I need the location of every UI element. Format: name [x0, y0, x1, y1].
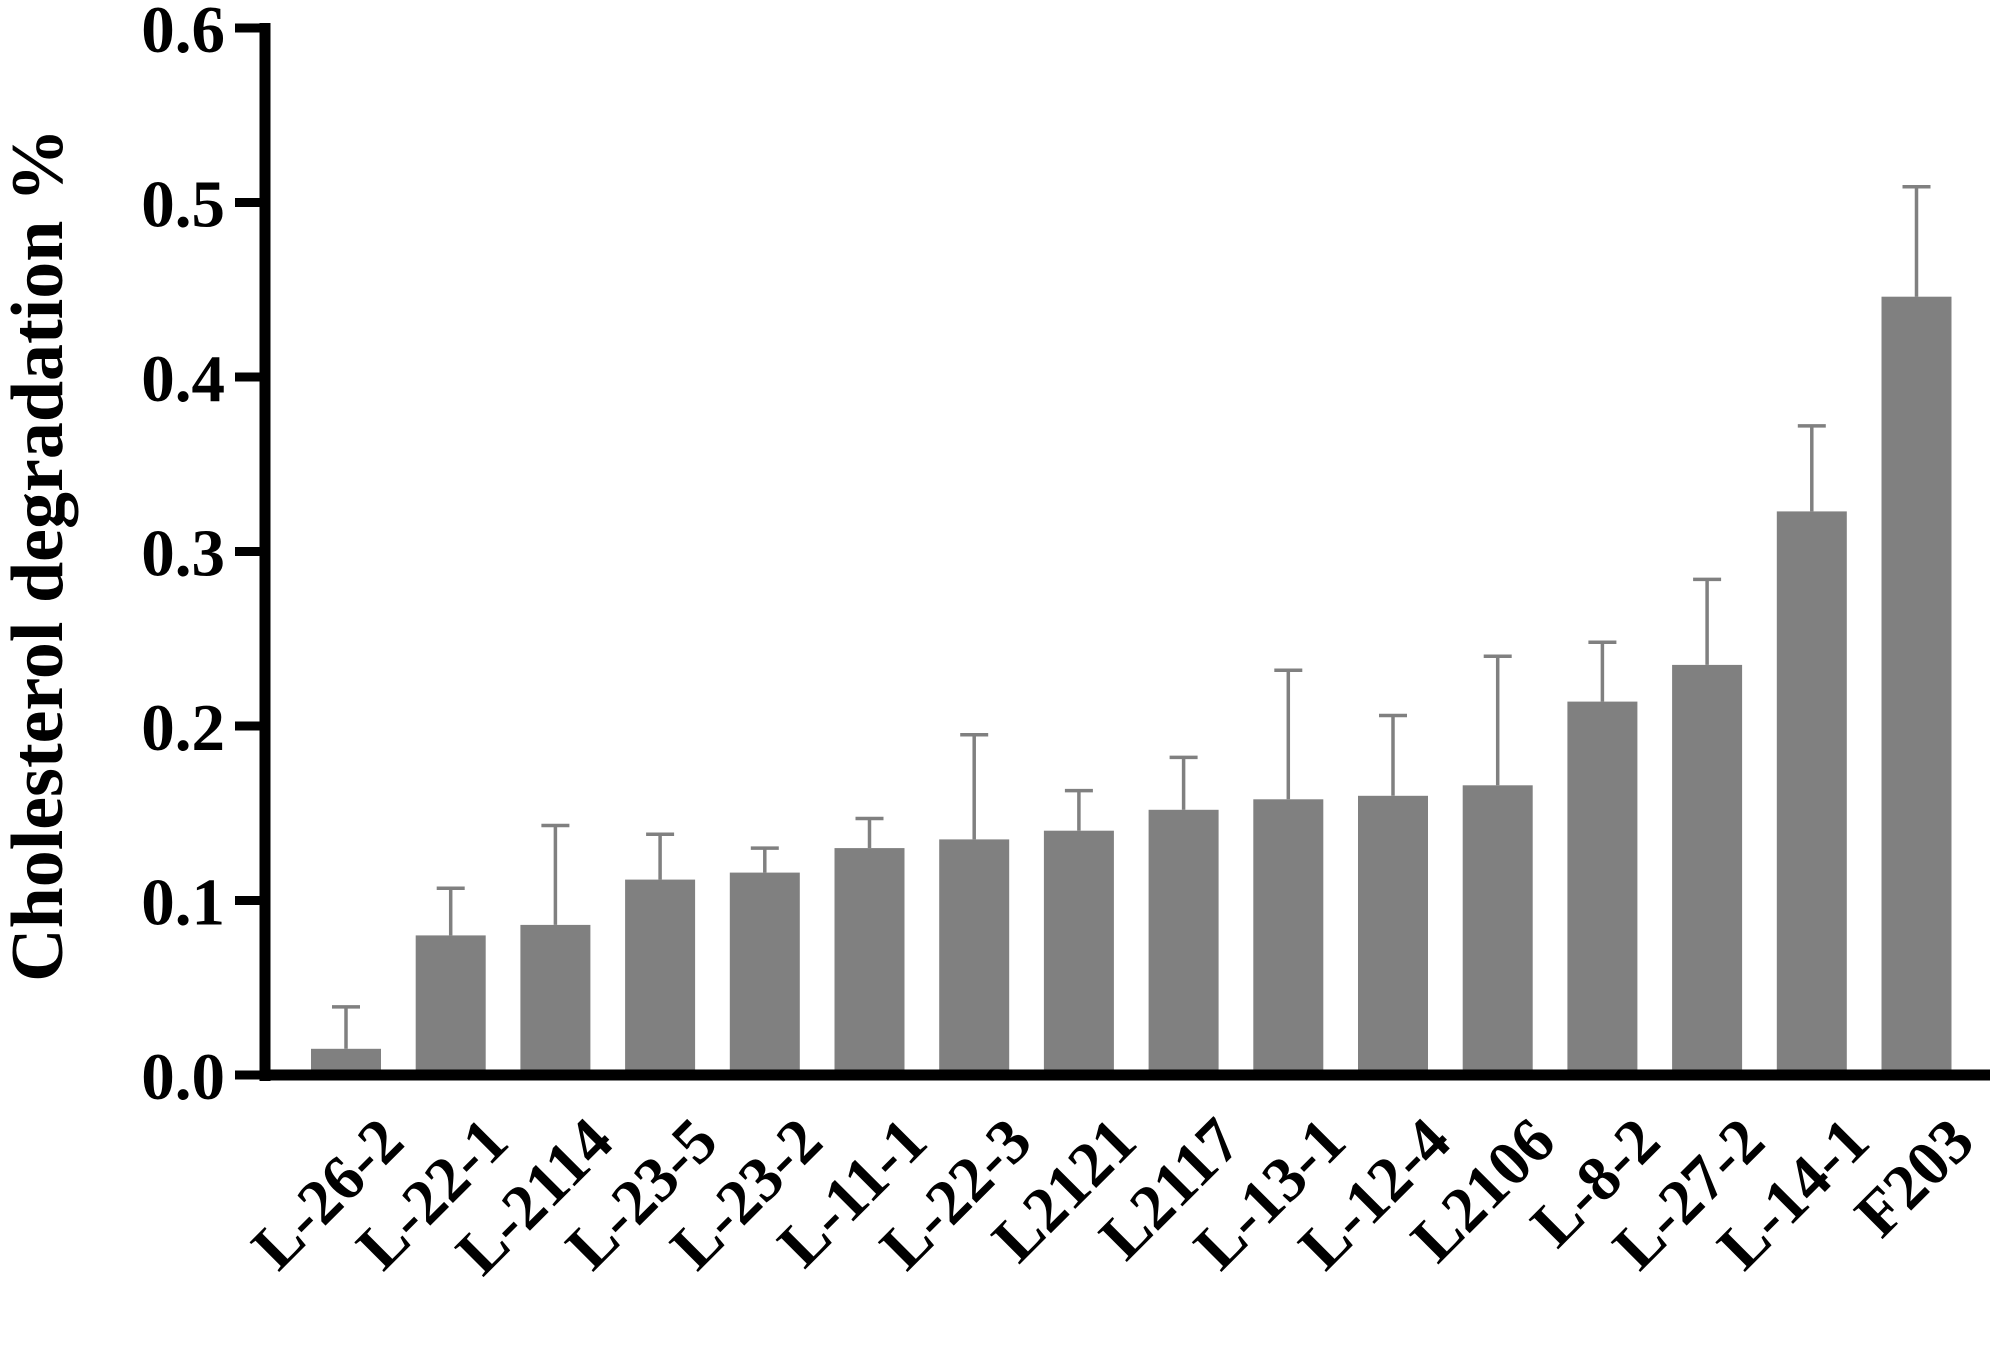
y-tick-label-0.1: 0.1 — [141, 866, 225, 940]
axes — [235, 23, 1990, 1081]
y-tick-label-0.5: 0.5 — [141, 168, 225, 242]
bar-L-8-2 — [1567, 701, 1638, 1075]
y-tick-label-0.2: 0.2 — [141, 691, 225, 765]
bar-L-2114 — [520, 924, 591, 1075]
y-tick-label-0.6: 0.6 — [141, 0, 225, 67]
y-axis-label-group: Cholesterol degradation % — [0, 128, 79, 982]
y-ticks: 0.0 0.1 0.2 0.3 0.4 0.5 0.6 — [141, 0, 225, 1114]
bar-L-12-4 — [1358, 795, 1428, 1075]
bar-L-11-1 — [834, 848, 905, 1075]
bar-L-23-2 — [729, 872, 800, 1075]
bar-L2117 — [1148, 809, 1219, 1075]
bar-L-27-2 — [1672, 664, 1743, 1075]
x-category-labels: L-26-2L-22-1L-2114L-23-5L-23-2L-11-1L-22… — [238, 1104, 1987, 1287]
bar-L-14-1 — [1776, 511, 1847, 1075]
error-bars — [332, 185, 1931, 1049]
bar-L-22-1 — [415, 935, 486, 1075]
bars — [311, 296, 1952, 1075]
y-tick-label-0.3: 0.3 — [141, 517, 225, 591]
bar-L-22-3 — [939, 839, 1010, 1075]
bar-L-13-1 — [1253, 799, 1324, 1075]
bar-L2121 — [1043, 830, 1114, 1075]
y-axis-label: Cholesterol degradation % — [0, 128, 79, 982]
y-tick-label-0.4: 0.4 — [141, 342, 225, 416]
bar-L-23-5 — [625, 879, 696, 1075]
x-tick-label-F203: F203 — [1841, 1104, 1987, 1250]
bar-L2106 — [1462, 785, 1533, 1075]
y-tick-label-0.0: 0.0 — [141, 1040, 225, 1114]
bar-F203 — [1881, 296, 1952, 1075]
